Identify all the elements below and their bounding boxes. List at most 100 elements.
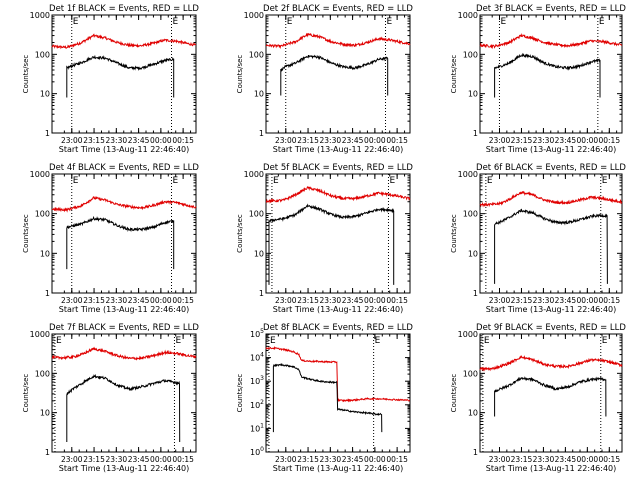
x-tick-label: 23:15 [511, 455, 533, 464]
y-tick-label: 10 [40, 90, 50, 99]
y-axis-label: Counts/sec [236, 214, 244, 253]
x-tick-label: 23:45 [128, 296, 150, 305]
panel-title: Det 2f BLACK = Events, RED = LLD [263, 4, 413, 14]
panel-det-7: Det 7f BLACK = Events, RED = LLD 1 10 100 10… [22, 323, 199, 473]
y-tick-label: 100 [249, 50, 264, 59]
x-axis-label: Start Time (13-Aug-11 22:46:40) [486, 464, 617, 473]
y-tick-label: 1000 [458, 330, 478, 339]
event-marker-label: E [270, 336, 276, 346]
x-axis-label: Start Time (13-Aug-11 22:46:40) [59, 145, 190, 154]
y-tick-label: 1 [259, 289, 264, 298]
events-series-line [280, 54, 389, 96]
panel-det-9: Det 9f BLACK = Events, RED = LLD 1 10 100 10… [450, 323, 626, 473]
y-tick-label: 1 [45, 289, 50, 298]
events-series-line [494, 52, 601, 98]
y-tick-label: 1000 [458, 11, 478, 20]
x-tick-label: 23:00 [61, 296, 83, 305]
panel-det-3: Det 3f BLACK = Events, RED = LLD 1 10 100 10… [450, 4, 626, 154]
panel-det-2: Det 2f BLACK = Events, RED = LLD 1 10 100 10… [236, 4, 413, 154]
event-marker-label: E [73, 176, 79, 186]
x-tick-label: 23:15 [511, 296, 533, 305]
x-tick-label: 00:15 [172, 136, 194, 145]
y-axis-label: Counts/sec [450, 55, 458, 94]
y-tick-label: 100 [463, 50, 478, 59]
lld-series-line [265, 186, 411, 204]
x-tick-label: 23:30 [106, 296, 128, 305]
x-tick-label: 23:45 [555, 455, 577, 464]
x-tick-label: 00:15 [598, 296, 620, 305]
x-axis-label: Start Time (13-Aug-11 22:46:40) [486, 305, 617, 314]
y-tick-label: 1 [45, 129, 50, 138]
x-tick-label: 23:15 [83, 455, 105, 464]
events-series-line [272, 363, 383, 433]
events-series-line [66, 373, 181, 443]
x-tick-label: 00:00 [150, 136, 172, 145]
panel-title: Det 6f BLACK = Events, RED = LLD [476, 163, 626, 173]
lld-series-line [51, 346, 197, 361]
y-tick-label: 100 [463, 369, 478, 378]
event-marker-label: E [173, 17, 179, 27]
event-marker-label: E [173, 176, 179, 186]
panel-title: Det 1f BLACK = Events, RED = LLD [49, 4, 199, 14]
y-tick-label: 100 [35, 50, 50, 59]
plot-frame [479, 173, 623, 294]
plot-frame [479, 333, 623, 453]
event-marker-label: E [73, 17, 79, 27]
x-tick-label: 23:45 [555, 296, 577, 305]
panel-det-8: Det 8f BLACK = Events, RED = LLD 100 101 10… [236, 323, 413, 473]
panel-title: Det 8f BLACK = Events, RED = LLD [263, 323, 413, 333]
x-tick-label: 23:15 [297, 296, 319, 305]
y-tick-label: 10 [468, 409, 478, 418]
y-tick-label: 100 [250, 446, 264, 457]
panel-det-6: Det 6f BLACK = Events, RED = LLD 1 10 100 10… [450, 163, 626, 314]
plot-frame [51, 333, 197, 453]
y-tick-label: 1000 [30, 11, 50, 20]
x-tick-label: 23:15 [83, 296, 105, 305]
panel-det-1: Det 1f BLACK = Events, RED = LLD 1 10 100 10… [22, 4, 199, 154]
x-axis-label: Start Time (13-Aug-11 22:46:40) [59, 464, 190, 473]
event-marker-label: E [487, 176, 493, 186]
lld-series-line [479, 190, 623, 208]
y-axis-label: Counts/sec [22, 55, 30, 94]
x-axis-label: Start Time (13-Aug-11 22:46:40) [273, 464, 404, 473]
x-tick-label: 00:15 [386, 136, 408, 145]
x-tick-label: 23:45 [128, 455, 150, 464]
y-tick-label: 1 [45, 448, 50, 457]
y-tick-label: 101 [250, 422, 264, 433]
y-tick-label: 10 [40, 409, 50, 418]
y-tick-label: 1000 [30, 170, 50, 179]
x-tick-label: 00:15 [386, 296, 408, 305]
x-tick-label: 00:00 [150, 455, 172, 464]
lld-series-line [479, 33, 623, 50]
y-tick-label: 1 [473, 448, 478, 457]
x-tick-label: 00:00 [577, 455, 599, 464]
x-tick-label: 23:00 [275, 296, 297, 305]
event-marker-label: E [602, 176, 608, 186]
x-tick-label: 00:15 [172, 455, 194, 464]
events-series-line [494, 376, 607, 417]
y-tick-label: 100 [463, 210, 478, 219]
x-tick-label: 23:15 [511, 136, 533, 145]
y-tick-label: 1 [473, 289, 478, 298]
panel-title: Det 5f BLACK = Events, RED = LLD [263, 163, 413, 173]
x-tick-label: 00:00 [364, 296, 386, 305]
x-tick-label: 23:30 [533, 136, 555, 145]
event-marker-label: E [175, 336, 181, 346]
x-tick-label: 23:30 [106, 455, 128, 464]
y-tick-label: 103 [250, 375, 264, 386]
lld-series-line [265, 32, 411, 50]
y-axis-label: Counts/sec [236, 55, 244, 94]
lld-series-line [265, 346, 410, 403]
y-axis-label: Counts/sec [236, 374, 244, 413]
y-tick-label: 100 [249, 210, 264, 219]
x-tick-label: 00:00 [577, 296, 599, 305]
x-tick-label: 00:00 [364, 455, 386, 464]
x-tick-label: 23:30 [320, 296, 342, 305]
events-series-line [494, 208, 608, 284]
x-tick-label: 23:15 [297, 455, 319, 464]
event-marker-label: E [500, 17, 506, 27]
x-tick-label: 23:45 [342, 455, 364, 464]
events-series-line [66, 54, 175, 98]
event-marker-label: E [375, 336, 381, 346]
x-axis-label: Start Time (13-Aug-11 22:46:40) [273, 145, 404, 154]
